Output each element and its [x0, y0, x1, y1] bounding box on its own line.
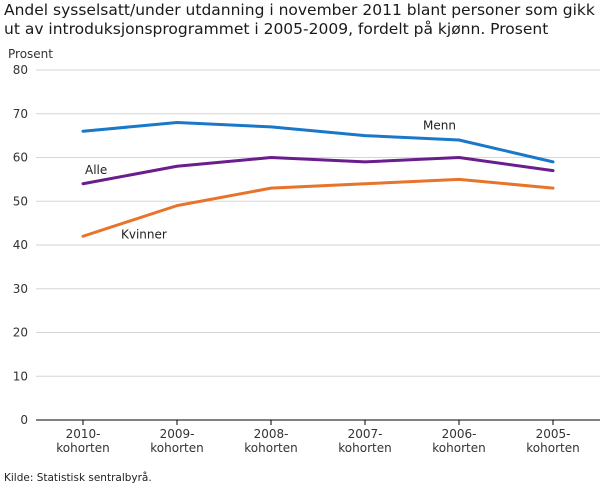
- y-axis-label: Prosent: [8, 47, 53, 61]
- x-tick-label: 2007-kohorten: [338, 427, 391, 455]
- x-tick-label-line: 2010-: [66, 427, 101, 441]
- x-tick-label-line: 2006-: [442, 427, 477, 441]
- series-line-menn: [81, 121, 555, 164]
- x-tick-label-line: kohorten: [526, 441, 579, 455]
- series-line-alle: [81, 156, 555, 186]
- series-label-alle: Alle: [85, 163, 107, 177]
- x-tick-label-line: kohorten: [338, 441, 391, 455]
- x-tick-label-line: kohorten: [432, 441, 485, 455]
- x-tick-label-line: 2009-: [160, 427, 195, 441]
- y-tick-label: 30: [13, 282, 28, 296]
- x-tick-label-line: 2005-: [536, 427, 571, 441]
- y-tick-label: 50: [13, 194, 28, 208]
- y-tick-label: 0: [20, 413, 28, 427]
- y-tick-label: 70: [13, 107, 28, 121]
- source-note: Kilde: Statistisk sentralbyrå.: [4, 472, 152, 484]
- x-tick-label-line: kohorten: [244, 441, 297, 455]
- y-tick-label: 80: [13, 63, 28, 77]
- series-line-kvinner: [81, 177, 555, 238]
- series-labels: Menn Alle Kvinner: [85, 119, 456, 242]
- series-label-kvinner: Kvinner: [121, 227, 167, 241]
- x-tick-label: 2005-kohorten: [526, 427, 579, 455]
- chart-title: Andel sysselsatt/under utdanning i novem…: [4, 1, 595, 38]
- x-tick-label-line: kohorten: [56, 441, 109, 455]
- series-label-menn: Menn: [423, 119, 456, 133]
- y-tick-label: 10: [13, 369, 28, 383]
- axes: 01020304050607080Prosent2010-kohorten200…: [8, 47, 600, 455]
- x-tick-label: 2010-kohorten: [56, 427, 109, 455]
- x-tick-label-line: 2008-: [254, 427, 289, 441]
- x-tick-label-line: 2007-: [348, 427, 383, 441]
- y-tick-label: 40: [13, 238, 28, 252]
- gridlines: [36, 69, 600, 377]
- y-tick-label: 20: [13, 326, 28, 340]
- x-tick-label: 2006-kohorten: [432, 427, 485, 455]
- x-tick-label: 2008-kohorten: [244, 427, 297, 455]
- x-tick-label-line: kohorten: [150, 441, 203, 455]
- y-tick-label: 60: [13, 151, 28, 165]
- series-lines: [81, 121, 555, 238]
- x-tick-label: 2009-kohorten: [150, 427, 203, 455]
